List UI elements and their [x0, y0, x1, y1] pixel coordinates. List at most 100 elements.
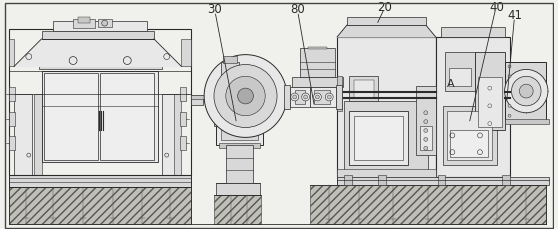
Bar: [344, 175, 352, 185]
Bar: [354, 81, 373, 98]
Bar: [349, 77, 378, 101]
Bar: [174, 95, 181, 175]
Bar: [441, 28, 504, 38]
Bar: [310, 88, 336, 107]
Bar: [437, 175, 445, 185]
Bar: [216, 183, 260, 195]
Bar: [226, 146, 253, 183]
Circle shape: [504, 70, 548, 113]
Circle shape: [512, 77, 541, 106]
Bar: [219, 144, 260, 149]
Bar: [219, 77, 260, 82]
Bar: [260, 82, 264, 121]
Bar: [478, 78, 502, 127]
Bar: [354, 116, 403, 160]
Bar: [442, 106, 497, 165]
Bar: [295, 91, 305, 104]
Bar: [9, 30, 191, 175]
Bar: [9, 88, 15, 101]
Bar: [420, 126, 432, 150]
Text: 20: 20: [377, 1, 392, 14]
Bar: [221, 62, 239, 82]
Bar: [9, 112, 15, 126]
Bar: [449, 69, 471, 87]
Bar: [445, 52, 475, 92]
Bar: [337, 177, 549, 185]
Bar: [504, 119, 549, 124]
Circle shape: [214, 65, 277, 128]
Bar: [475, 52, 504, 131]
Bar: [504, 62, 546, 121]
Bar: [14, 95, 32, 175]
Bar: [284, 86, 290, 109]
Bar: [42, 72, 158, 162]
Bar: [9, 137, 15, 150]
Bar: [315, 91, 330, 104]
Circle shape: [226, 77, 265, 116]
Circle shape: [328, 95, 331, 100]
Circle shape: [424, 138, 428, 142]
Circle shape: [508, 105, 511, 108]
Bar: [181, 40, 191, 67]
Bar: [42, 32, 154, 40]
Circle shape: [325, 94, 333, 101]
Text: 80: 80: [290, 3, 305, 16]
Circle shape: [424, 147, 428, 150]
Text: 41: 41: [507, 9, 522, 22]
Bar: [180, 137, 186, 150]
Bar: [9, 40, 14, 67]
Circle shape: [508, 115, 511, 118]
Circle shape: [291, 94, 299, 101]
Bar: [307, 48, 328, 49]
Circle shape: [204, 55, 287, 138]
Bar: [337, 177, 441, 185]
Bar: [436, 38, 509, 177]
Bar: [378, 175, 386, 185]
Bar: [221, 87, 258, 141]
Bar: [223, 56, 237, 64]
Circle shape: [315, 95, 319, 100]
Bar: [191, 95, 216, 100]
Bar: [310, 185, 546, 224]
Bar: [337, 77, 342, 111]
Circle shape: [508, 76, 511, 79]
Bar: [450, 130, 488, 157]
Text: 40: 40: [489, 1, 504, 14]
Bar: [347, 18, 426, 26]
Bar: [349, 111, 408, 165]
Text: A: A: [446, 79, 454, 89]
Bar: [216, 82, 263, 146]
Bar: [54, 22, 147, 32]
Circle shape: [302, 94, 310, 101]
Circle shape: [304, 95, 307, 100]
Bar: [33, 95, 42, 175]
Bar: [448, 111, 492, 160]
Bar: [9, 175, 191, 187]
Circle shape: [238, 89, 253, 104]
Bar: [9, 187, 191, 224]
Bar: [117, 55, 137, 67]
Bar: [214, 195, 261, 224]
Bar: [39, 49, 162, 70]
Bar: [344, 101, 428, 170]
Circle shape: [424, 120, 428, 124]
Circle shape: [102, 21, 108, 27]
Text: 30: 30: [208, 3, 222, 16]
Circle shape: [519, 85, 533, 98]
Bar: [290, 88, 310, 107]
Bar: [100, 74, 154, 160]
Bar: [337, 38, 436, 177]
Bar: [63, 55, 83, 67]
Bar: [78, 18, 90, 24]
Bar: [180, 112, 186, 126]
Bar: [98, 20, 112, 28]
Circle shape: [314, 94, 321, 101]
Circle shape: [508, 66, 511, 69]
Bar: [214, 77, 219, 126]
Bar: [336, 86, 342, 109]
Bar: [44, 74, 98, 160]
Circle shape: [424, 129, 428, 133]
Bar: [292, 78, 343, 88]
Bar: [502, 175, 509, 185]
Polygon shape: [337, 26, 436, 38]
